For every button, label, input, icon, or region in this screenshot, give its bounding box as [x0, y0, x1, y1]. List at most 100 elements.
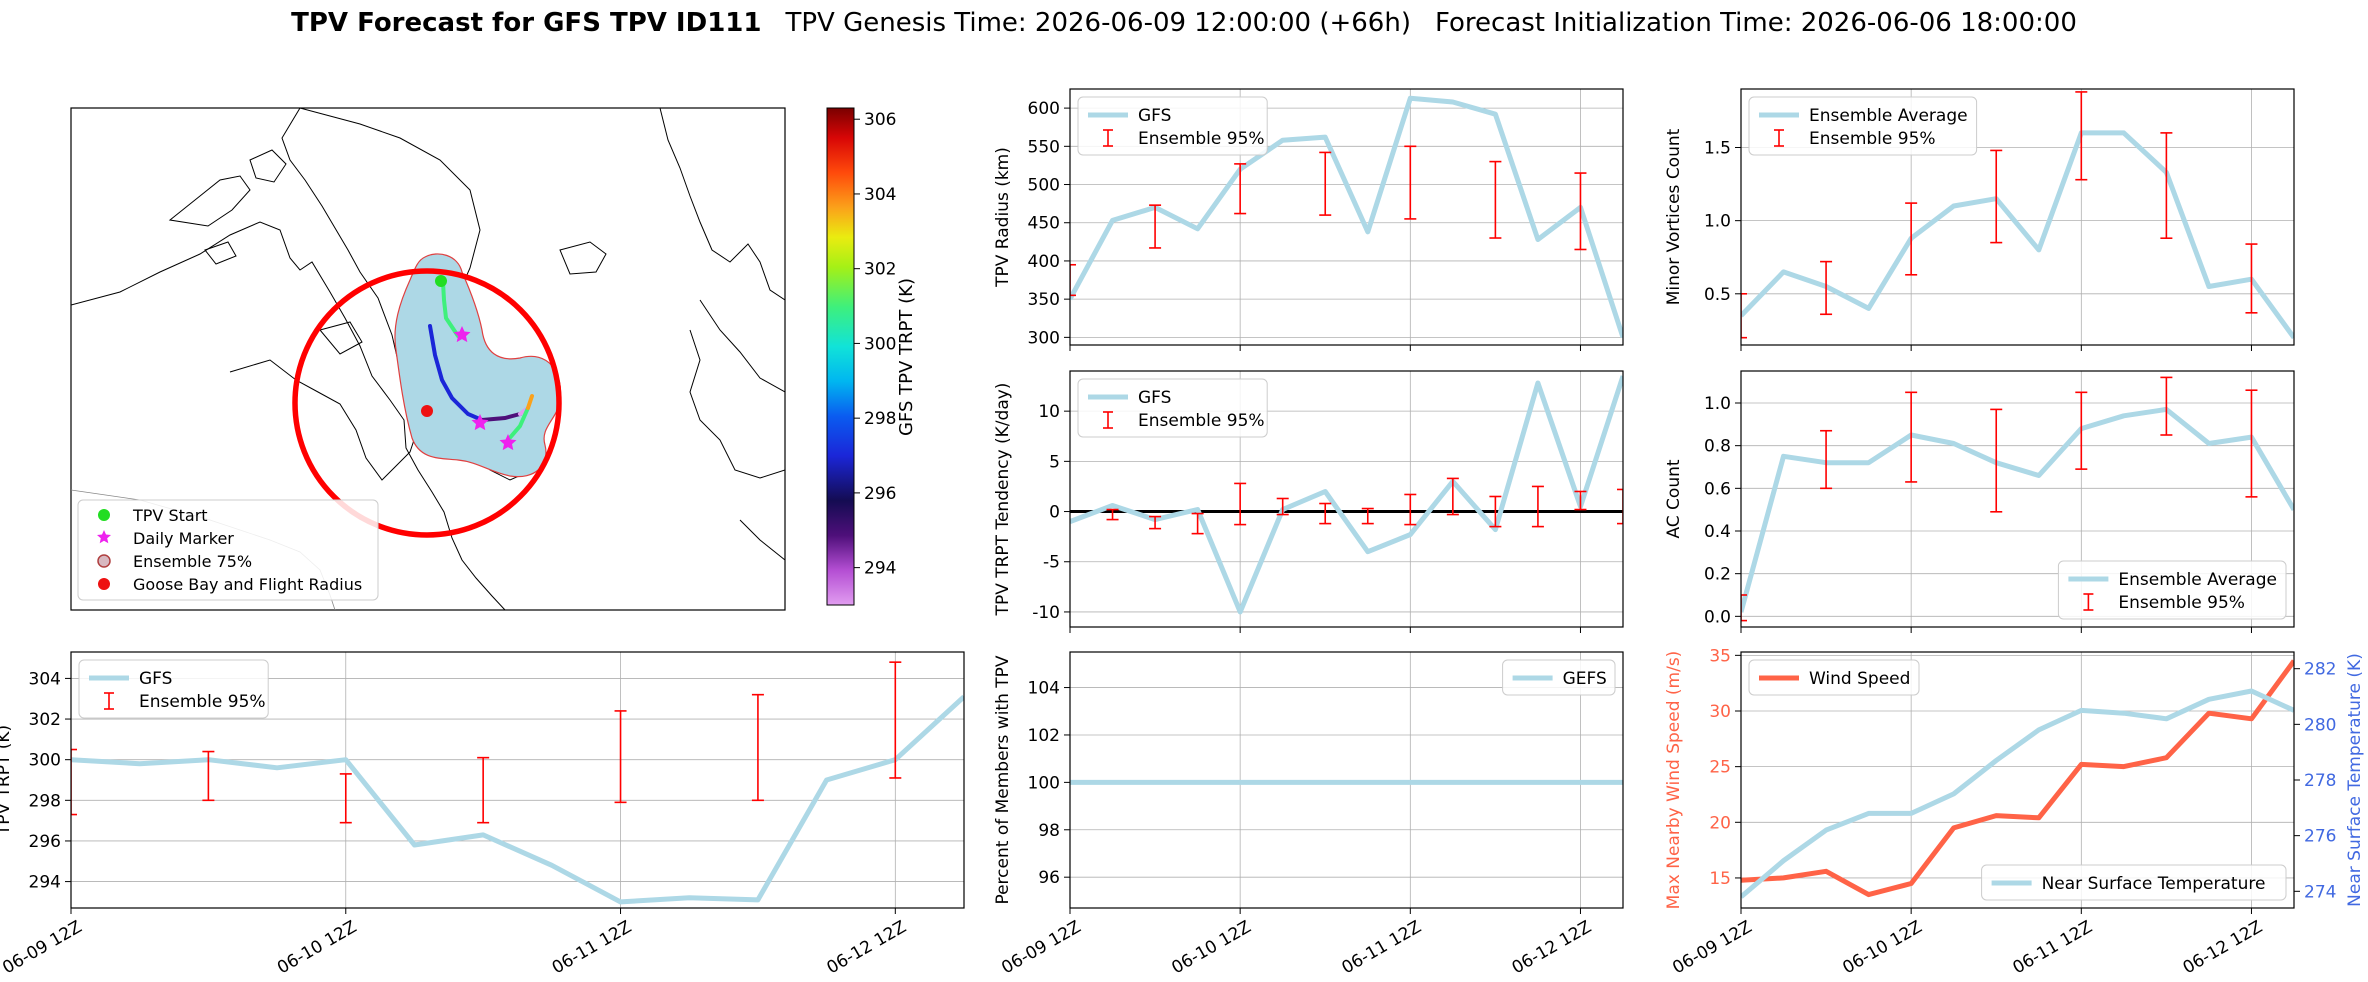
chart-tendency: -10 -5 0 5 10 TPV TRPT Tendency (K/day) GFS Ens…: [993, 370, 1624, 633]
y2-tick-label: 276: [2304, 827, 2336, 847]
title-genesis: TPV Genesis Time: 2026-06-09 12:00:00 (+…: [784, 8, 1411, 38]
x-tick-label: 06-09 12Z: [1669, 917, 1755, 978]
legend-label: GFS: [139, 669, 172, 689]
legend-label: GFS: [1138, 106, 1171, 126]
y-tick-label: 0.5: [1704, 285, 1731, 305]
colorbar-tick-label: 294: [864, 559, 896, 579]
legend: Wind Speed: [1748, 659, 1920, 696]
legend-label: Ensemble 95%: [1138, 411, 1265, 431]
plot-frame: [1069, 88, 1624, 346]
errorbar: [1741, 292, 1747, 339]
series-line-minor: [1741, 130, 2294, 340]
daily-marker-star: [471, 414, 489, 431]
y2-tick-label: 280: [2304, 715, 2336, 735]
coastline-canada-west: [71, 221, 506, 610]
legend-label: Ensemble Average: [2118, 570, 2277, 590]
legend-goose-bay: Goose Bay and Flight Radius: [133, 575, 362, 594]
errorbar: [1404, 493, 1417, 526]
colorbar-tick-label: 304: [864, 185, 896, 205]
legend-label: Ensemble Average: [1809, 106, 1968, 126]
chart-trpt: 294 296 298 300 302 304 TPV TRPT (K) 06-09 12Z 0…: [0, 651, 965, 978]
coastline-iceland: [559, 241, 607, 275]
y-tick-label: 298: [29, 791, 61, 811]
coastline-islands: [168, 149, 363, 355]
x-tick-label: 06-10 12Z: [1839, 917, 1925, 978]
legend: Near Surface Temperature: [1981, 864, 2287, 901]
chart-radius: 300 350 400 450 500 550 600 TPV Radius (km) GFS E…: [993, 88, 1624, 351]
x-tick-label: 06-09 12Z: [998, 917, 1084, 978]
legend: GFS Ensemble 95%: [1077, 378, 1268, 438]
errorbar: [1446, 477, 1459, 516]
y-tick-label: 1.0: [1704, 212, 1731, 232]
y-tick-label: 300: [29, 751, 61, 771]
y-tick-label: 300: [1028, 328, 1060, 348]
y-tick-label: 1.5: [1704, 139, 1731, 159]
errorbar: [1574, 172, 1587, 251]
y-tick-label: 30: [1709, 702, 1731, 722]
legend-tpv-start: TPV Start: [132, 506, 208, 525]
legend-daily-marker: Daily Marker: [133, 529, 234, 548]
plot-area: [1741, 659, 2294, 899]
plot-frame: [1740, 370, 2295, 628]
legend: Ensemble Average Ensemble 95%: [2057, 560, 2287, 620]
legend-label: Near Surface Temperature: [2042, 874, 2266, 894]
colorbar-tick-label: 298: [864, 409, 896, 429]
x-tick-label: 06-10 12Z: [1168, 917, 1254, 978]
x-tick-label: 06-12 12Z: [1509, 917, 1595, 978]
x-tick-label: 06-11 12Z: [1339, 917, 1425, 978]
errorbar: [1276, 497, 1289, 516]
legend-ensemble-75: Ensemble 75%: [133, 552, 252, 571]
legend-box: [1077, 96, 1268, 156]
y-tick-label: 1.0: [1704, 394, 1731, 414]
errorbar: [1741, 594, 1747, 622]
legend-label: Ensemble 95%: [139, 692, 266, 712]
errorbar: [1361, 507, 1374, 525]
y2-tick-label: 282: [2304, 660, 2336, 680]
y-tick-label: 15: [1709, 869, 1731, 889]
daily-marker-star: [453, 326, 471, 343]
y2-tick-label: 278: [2304, 771, 2336, 791]
y-tick-label: 294: [29, 873, 61, 893]
legend-box: [1748, 96, 1978, 156]
legend-box: [1981, 864, 2287, 901]
tpv-track: [428, 280, 534, 442]
y2-axis-label: Near Surface Temperature (K): [2345, 653, 2365, 907]
y2-tick-label: 274: [2304, 882, 2336, 902]
colorbar-gradient: [826, 107, 855, 606]
coastline-europe: [659, 108, 785, 561]
errorbar: [71, 748, 77, 816]
y-tick-label: -10: [1032, 603, 1060, 623]
errorbar: [1319, 502, 1332, 525]
errorbar: [1489, 160, 1502, 239]
errorbar: [1990, 408, 2003, 513]
errorbar: [2160, 376, 2173, 436]
errorbar: [1234, 482, 1247, 526]
plot-frame: [1740, 88, 2295, 346]
errorbar: [339, 773, 352, 824]
title-bold: TPV Forecast for GFS TPV ID111: [291, 8, 761, 38]
chart-percent: 96 98 100 102 104 Percent of Members with TPV…: [993, 651, 1624, 978]
errorbar: [1531, 485, 1544, 528]
legend-label: Ensemble 95%: [1809, 129, 1936, 149]
plot-area: [1741, 91, 2294, 340]
y-tick-label: 0.2: [1704, 565, 1731, 585]
errorbar: [1905, 391, 1918, 483]
legend-box: [1077, 378, 1268, 438]
x-tick-label: 06-12 12Z: [2180, 917, 2266, 978]
errorbar: [1574, 490, 1587, 511]
ensemble-75-region: [394, 253, 562, 478]
y-tick-label: 350: [1028, 290, 1060, 310]
y-tick-label: 304: [29, 669, 61, 689]
legend: GFS Ensemble 95%: [1077, 96, 1268, 156]
colorbar: 294 296 298 300 302 304 306 GFS TPV TRPT (K): [826, 107, 917, 606]
errorbar: [1990, 149, 2003, 244]
y-tick-label: 20: [1709, 813, 1731, 833]
errorbar: [1319, 151, 1332, 216]
x-tick-label: 06-10 12Z: [274, 917, 360, 978]
y-tick-label: 25: [1709, 758, 1731, 778]
y-tick-label: 5: [1049, 452, 1060, 472]
y-tick-label: 0.4: [1704, 522, 1731, 542]
title-init: Forecast Initialization Time: 2026-06-06…: [1435, 8, 2077, 38]
errorbar: [1905, 202, 1918, 276]
